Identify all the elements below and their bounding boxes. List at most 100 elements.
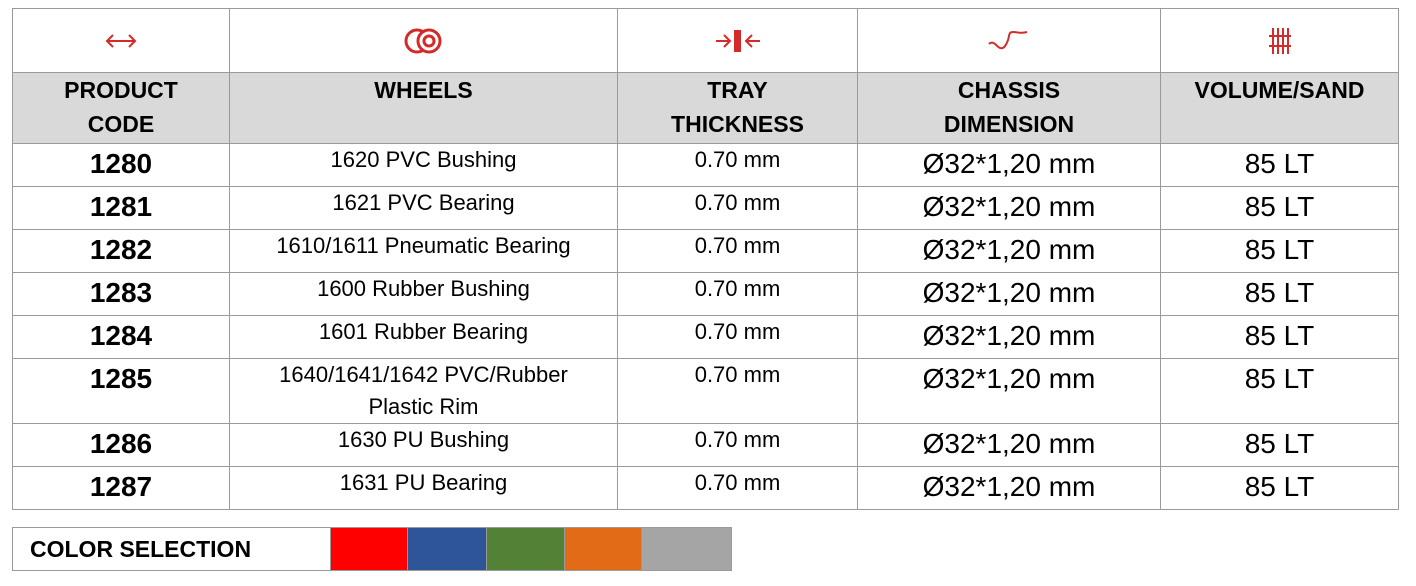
header-text: CHASSIS DIMENSION <box>943 77 1075 137</box>
color-row: COLOR SELECTION <box>12 527 732 571</box>
table-cell: 1286 <box>12 423 230 467</box>
table-cell: Ø32*1,20 mm <box>857 186 1161 230</box>
cell-text: 1601 Rubber Bearing <box>318 319 529 344</box>
table-cell: 1631 PU Bearing <box>229 466 618 510</box>
header-row: PRODUCT CODE WHEELS TRAY THICKNESS CHASSIS … <box>12 72 1399 144</box>
cell-text: 1286 <box>89 428 153 459</box>
table-cell: Ø32*1,20 mm <box>857 143 1161 187</box>
cell-text: Ø32*1,20 mm <box>922 428 1096 459</box>
icon-cell <box>229 8 618 73</box>
cell-text: 1610/1611 Pneumatic Bearing <box>276 233 571 258</box>
color-label: COLOR SELECTION <box>12 527 331 571</box>
table-cell: 1283 <box>12 272 230 316</box>
table-cell: 1285 <box>12 358 230 424</box>
color-swatch <box>330 527 408 571</box>
color-swatch <box>564 527 642 571</box>
table-cell: Ø32*1,20 mm <box>857 315 1161 359</box>
cell-text: 0.70 mm <box>694 190 781 215</box>
cell-text: 0.70 mm <box>694 427 781 452</box>
header-text: TRAY THICKNESS <box>671 77 804 137</box>
table-cell: 85 LT <box>1160 229 1399 273</box>
table-cell: 85 LT <box>1160 423 1399 467</box>
header-text: WHEELS <box>374 77 473 103</box>
cell-text: 1284 <box>89 320 153 351</box>
cell-text: 85 LT <box>1244 320 1315 351</box>
table-row: 1285 1640/1641/1642 PVC/Rubber Plastic Ri… <box>12 358 1399 424</box>
cell-text: 1282 <box>89 234 153 265</box>
table-cell: 1284 <box>12 315 230 359</box>
header-cell: CHASSIS DIMENSION <box>857 72 1161 144</box>
table-cell: 0.70 mm <box>617 272 858 316</box>
header-cell: PRODUCT CODE <box>12 72 230 144</box>
cell-text: Ø32*1,20 mm <box>922 320 1096 351</box>
thickness-icon <box>715 29 760 52</box>
cell-text: 1640/1641/1642 PVC/Rubber Plastic Rim <box>279 362 568 419</box>
color-selection: COLOR SELECTION <box>12 527 732 571</box>
table-row: 1280 1620 PVC Bushing 0.70 mm Ø32*1,20 mm 85… <box>12 143 1399 187</box>
table-cell: 1640/1641/1642 PVC/Rubber Plastic Rim <box>229 358 618 424</box>
table-cell: 85 LT <box>1160 358 1399 424</box>
cell-text: 1621 PVC Bearing <box>332 190 515 215</box>
header-cell: TRAY THICKNESS <box>617 72 858 144</box>
cell-text: Ø32*1,20 mm <box>922 363 1096 394</box>
cell-text: 85 LT <box>1244 148 1315 179</box>
table-cell: Ø32*1,20 mm <box>857 272 1161 316</box>
product-table: PRODUCT CODE WHEELS TRAY THICKNESS CHASSIS … <box>12 8 1399 510</box>
table-cell: 0.70 mm <box>617 466 858 510</box>
table-cell: 1621 PVC Bearing <box>229 186 618 230</box>
table-row: 1287 1631 PU Bearing 0.70 mm Ø32*1,20 mm 85 … <box>12 466 1399 510</box>
header-cell: VOLUME/SAND <box>1160 72 1399 144</box>
cell-text: 1285 <box>89 363 153 394</box>
cell-text: 0.70 mm <box>694 319 781 344</box>
table-cell: 1630 PU Bushing <box>229 423 618 467</box>
cell-text: 1287 <box>89 471 153 502</box>
table-cell: 85 LT <box>1160 186 1399 230</box>
color-swatch <box>486 527 565 571</box>
cell-text: 85 LT <box>1244 471 1315 502</box>
table-row: 1284 1601 Rubber Bearing 0.70 mm Ø32*1,20 m… <box>12 315 1399 359</box>
table-row: 1283 1600 Rubber Bushing 0.70 mm Ø32*1,20 m… <box>12 272 1399 316</box>
cell-text: 0.70 mm <box>694 470 781 495</box>
volume-icon <box>1268 27 1291 54</box>
cell-text: 1631 PU Bearing <box>339 470 508 495</box>
table-cell: Ø32*1,20 mm <box>857 229 1161 273</box>
table-cell: Ø32*1,20 mm <box>857 358 1161 424</box>
table-cell: 85 LT <box>1160 466 1399 510</box>
cell-text: 1620 PVC Bushing <box>330 147 517 172</box>
table-cell: 0.70 mm <box>617 229 858 273</box>
table-cell: 1282 <box>12 229 230 273</box>
table-cell: 0.70 mm <box>617 186 858 230</box>
table-cell: 85 LT <box>1160 272 1399 316</box>
header-text: VOLUME/SAND <box>1194 77 1365 103</box>
cell-text: 85 LT <box>1244 234 1315 265</box>
table-cell: Ø32*1,20 mm <box>857 423 1161 467</box>
cell-text: Ø32*1,20 mm <box>922 234 1096 265</box>
chassis-icon <box>988 30 1028 49</box>
table-cell: 1601 Rubber Bearing <box>229 315 618 359</box>
table-row: 1281 1621 PVC Bearing 0.70 mm Ø32*1,20 mm 85… <box>12 186 1399 230</box>
cell-text: Ø32*1,20 mm <box>922 277 1096 308</box>
icon-cell <box>1160 8 1399 73</box>
header-cell: WHEELS <box>229 72 618 144</box>
table-cell: 1600 Rubber Bushing <box>229 272 618 316</box>
cell-text: 1600 Rubber Bushing <box>317 276 530 301</box>
icon-cell <box>12 8 230 73</box>
icon-cell <box>857 8 1161 73</box>
cell-text: 85 LT <box>1244 191 1315 222</box>
header-text: PRODUCT CODE <box>64 77 178 137</box>
table-row: 1286 1630 PU Bushing 0.70 mm Ø32*1,20 mm 85 … <box>12 423 1399 467</box>
cell-text: 85 LT <box>1244 277 1315 308</box>
cell-text: Ø32*1,20 mm <box>922 191 1096 222</box>
table-cell: 1610/1611 Pneumatic Bearing <box>229 229 618 273</box>
cell-text: 0.70 mm <box>694 147 781 172</box>
cell-text: 1630 PU Bushing <box>337 427 510 452</box>
table-cell: 0.70 mm <box>617 315 858 359</box>
table-row: 1282 1610/1611 Pneumatic Bearing 0.70 mm Ø3… <box>12 229 1399 273</box>
color-swatch <box>641 527 732 571</box>
cell-text: 1281 <box>89 191 153 222</box>
cell-text: 1280 <box>89 148 153 179</box>
color-swatch <box>407 527 487 571</box>
cell-text: 85 LT <box>1244 363 1315 394</box>
icon-cell <box>617 8 858 73</box>
